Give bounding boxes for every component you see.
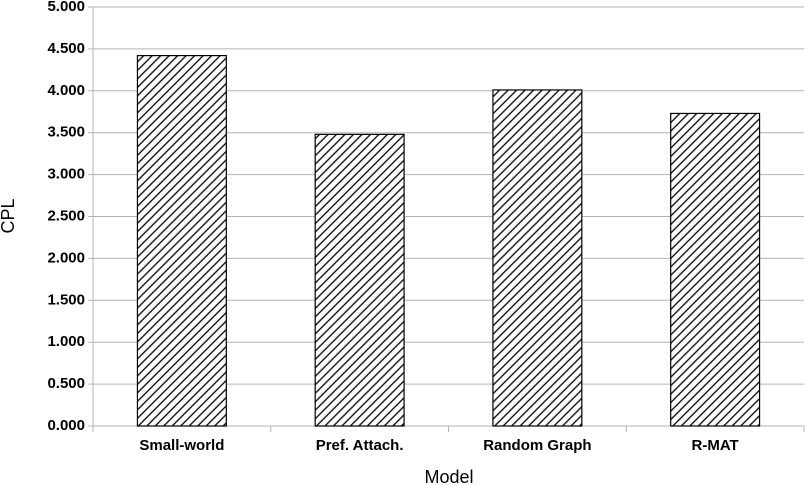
- bar: [136, 55, 227, 427]
- y-tick-label: 2.500: [47, 207, 85, 224]
- y-tick-label: 1.000: [47, 333, 85, 350]
- y-axis-title: CPL: [0, 198, 18, 233]
- x-tick-label: Random Graph: [483, 437, 591, 454]
- x-tick-label: R-MAT: [692, 437, 739, 454]
- y-tick-label: 0.500: [47, 375, 85, 392]
- x-axis-title: Model: [424, 467, 473, 485]
- x-tick-label: Small-world: [139, 437, 224, 454]
- y-tick-label: 5.000: [47, 0, 85, 15]
- bar: [492, 89, 583, 427]
- x-tick-label: Pref. Attach.: [316, 437, 404, 454]
- y-tick-label: 2.000: [47, 249, 85, 266]
- y-tick-label: 4.000: [47, 82, 85, 99]
- y-tick-label: 4.500: [47, 40, 85, 57]
- y-tick-label: 3.500: [47, 124, 85, 141]
- y-tick-label: 0.000: [47, 417, 85, 434]
- y-tick-label: 3.000: [47, 166, 85, 183]
- bar: [314, 133, 405, 427]
- y-tick-label: 1.500: [47, 291, 85, 308]
- bar: [670, 112, 761, 427]
